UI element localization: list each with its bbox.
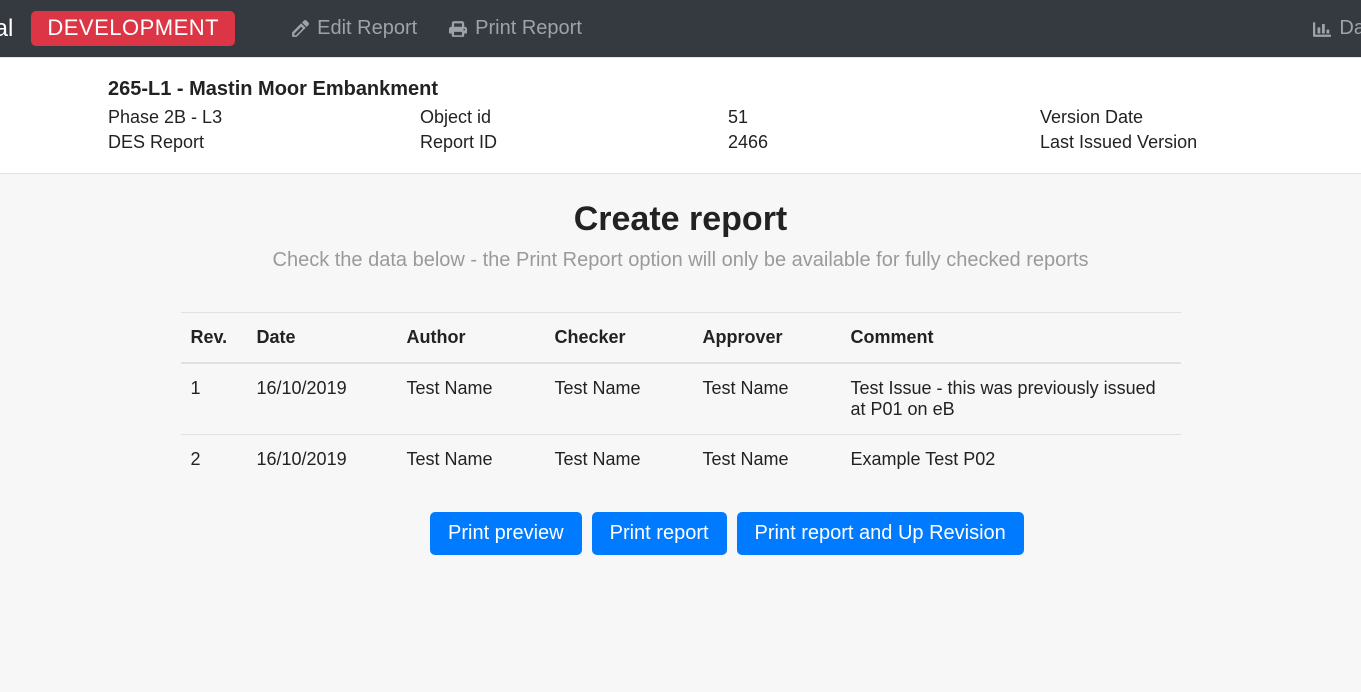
cell-comment: Example Test P02 (841, 435, 1181, 485)
version-date-label: Version Date (1040, 107, 1341, 128)
cell-date: 16/10/2019 (247, 435, 397, 485)
print-icon (449, 20, 467, 38)
report-type-value: DES Report (108, 132, 420, 153)
env-badge: DEVELOPMENT (31, 11, 235, 46)
brand-text[interactable]: rtal (0, 15, 31, 43)
cell-comment: Test Issue - this was previously issued … (841, 363, 1181, 435)
cell-approver: Test Name (693, 363, 841, 435)
project-title: 265-L1 - Mastin Moor Embankment (108, 78, 1341, 101)
report-id-label: Report ID (420, 132, 728, 153)
cell-approver: Test Name (693, 435, 841, 485)
cell-rev: 1 (181, 363, 247, 435)
print-preview-button[interactable]: Print preview (430, 512, 582, 555)
col-rev: Rev. (181, 313, 247, 364)
table-row: 116/10/2019Test NameTest NameTest NameTe… (181, 363, 1181, 435)
print-report-button[interactable]: Print report (592, 512, 727, 555)
edit-report-link[interactable]: Edit Report (275, 17, 433, 40)
phase-value: Phase 2B - L3 (108, 107, 420, 128)
last-issued-label: Last Issued Version (1040, 132, 1341, 153)
dashboard-label: Das (1339, 17, 1361, 40)
col-checker: Checker (545, 313, 693, 364)
edit-icon (291, 20, 309, 38)
revision-table: Rev. Date Author Checker Approver Commen… (181, 312, 1181, 484)
cell-author: Test Name (397, 363, 545, 435)
edit-report-label: Edit Report (317, 17, 417, 40)
print-report-link[interactable]: Print Report (433, 17, 598, 40)
cell-date: 16/10/2019 (247, 363, 397, 435)
page-subtext: Check the data below - the Print Report … (0, 249, 1361, 272)
button-row: Print preview Print report Print report … (210, 512, 1210, 555)
col-author: Author (397, 313, 545, 364)
object-id-label: Object id (420, 107, 728, 128)
cell-checker: Test Name (545, 435, 693, 485)
col-comment: Comment (841, 313, 1181, 364)
col-date: Date (247, 313, 397, 364)
object-id-value: 51 (728, 107, 1040, 128)
cell-checker: Test Name (545, 363, 693, 435)
cell-author: Test Name (397, 435, 545, 485)
cell-rev: 2 (181, 435, 247, 485)
navbar: rtal DEVELOPMENT Edit Report Print Repor… (0, 0, 1361, 58)
bar-chart-icon (1313, 20, 1331, 38)
table-header-row: Rev. Date Author Checker Approver Commen… (181, 313, 1181, 364)
page-heading: Create report (0, 200, 1361, 239)
print-up-revision-button[interactable]: Print report and Up Revision (737, 512, 1024, 555)
report-id-value: 2466 (728, 132, 1040, 153)
dashboard-link[interactable]: Das (1313, 17, 1361, 40)
main-content: Create report Check the data below - the… (0, 174, 1361, 595)
table-row: 216/10/2019Test NameTest NameTest NameEx… (181, 435, 1181, 485)
print-report-label: Print Report (475, 17, 582, 40)
col-approver: Approver (693, 313, 841, 364)
info-panel: 265-L1 - Mastin Moor Embankment Phase 2B… (0, 58, 1361, 174)
